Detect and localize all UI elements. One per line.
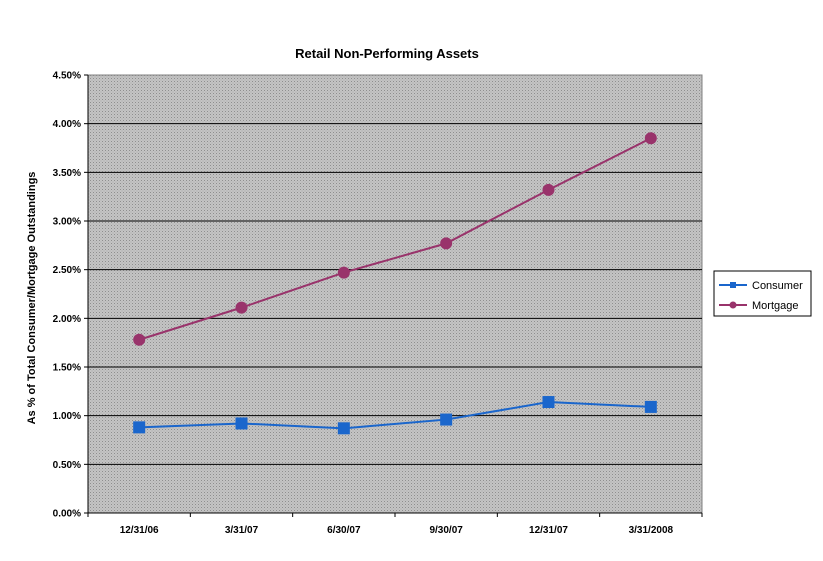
y-tick-label: 2.00%: [53, 314, 81, 325]
x-tick-label: 9/30/07: [429, 525, 463, 536]
y-tick-label: 0.50%: [53, 460, 81, 471]
legend: Consumer Mortgage: [713, 270, 812, 317]
legend-box: [713, 270, 812, 317]
x-tick-label: 12/31/06: [120, 525, 159, 536]
x-tick-label: 12/31/07: [529, 525, 568, 536]
y-tick-label: 2.50%: [53, 265, 81, 276]
series-line-consumer: [139, 401, 651, 430]
x-axis: 12/31/06 3/31/07 6/30/07 9/30/07 12/31/07 3/3…: [87, 512, 703, 536]
data-point-mortgage: [133, 333, 146, 346]
data-point-consumer: [133, 421, 146, 434]
x-tick-label: 3/31/07: [225, 525, 259, 536]
legend-marker-consumer: [730, 282, 736, 288]
data-point-consumer: [644, 400, 657, 413]
y-tick-label: 0.00%: [53, 509, 81, 520]
data-point-consumer: [337, 422, 350, 435]
series-layer: [133, 132, 657, 435]
y-tick-label: 4.50%: [53, 71, 81, 82]
y-tick-label: 3.00%: [53, 217, 81, 228]
x-tick-label: 6/30/07: [327, 525, 361, 536]
series-line-mortgage: [138, 137, 652, 341]
data-point-mortgage: [542, 183, 555, 196]
y-axis: 0.00% 0.50% 1.00% 1.50% 2.00% 2.50% 3.00% 3.50%…: [53, 71, 89, 520]
data-point-mortgage: [440, 237, 453, 250]
y-axis-label: As % of Total Consumer/Mortgage Outstand…: [26, 172, 38, 425]
y-tick-label: 1.50%: [53, 363, 81, 374]
plot-area: [87, 74, 703, 514]
data-point-consumer: [440, 413, 453, 426]
data-point-mortgage: [644, 132, 657, 145]
y-tick-label: 1.00%: [53, 411, 81, 422]
gridlines: [88, 123, 702, 465]
x-tick-label: 3/31/2008: [629, 525, 674, 536]
legend-label-consumer: Consumer: [752, 280, 803, 292]
data-point-consumer: [542, 396, 555, 409]
y-tick-label: 3.50%: [53, 168, 81, 179]
data-point-consumer: [235, 417, 248, 430]
legend-marker-mortgage: [729, 301, 737, 309]
data-point-mortgage: [235, 301, 248, 314]
data-point-mortgage: [337, 266, 350, 279]
legend-label-mortgage: Mortgage: [752, 300, 798, 312]
chart-title: Retail Non-Performing Assets: [295, 46, 479, 61]
y-tick-label: 4.00%: [53, 119, 81, 130]
